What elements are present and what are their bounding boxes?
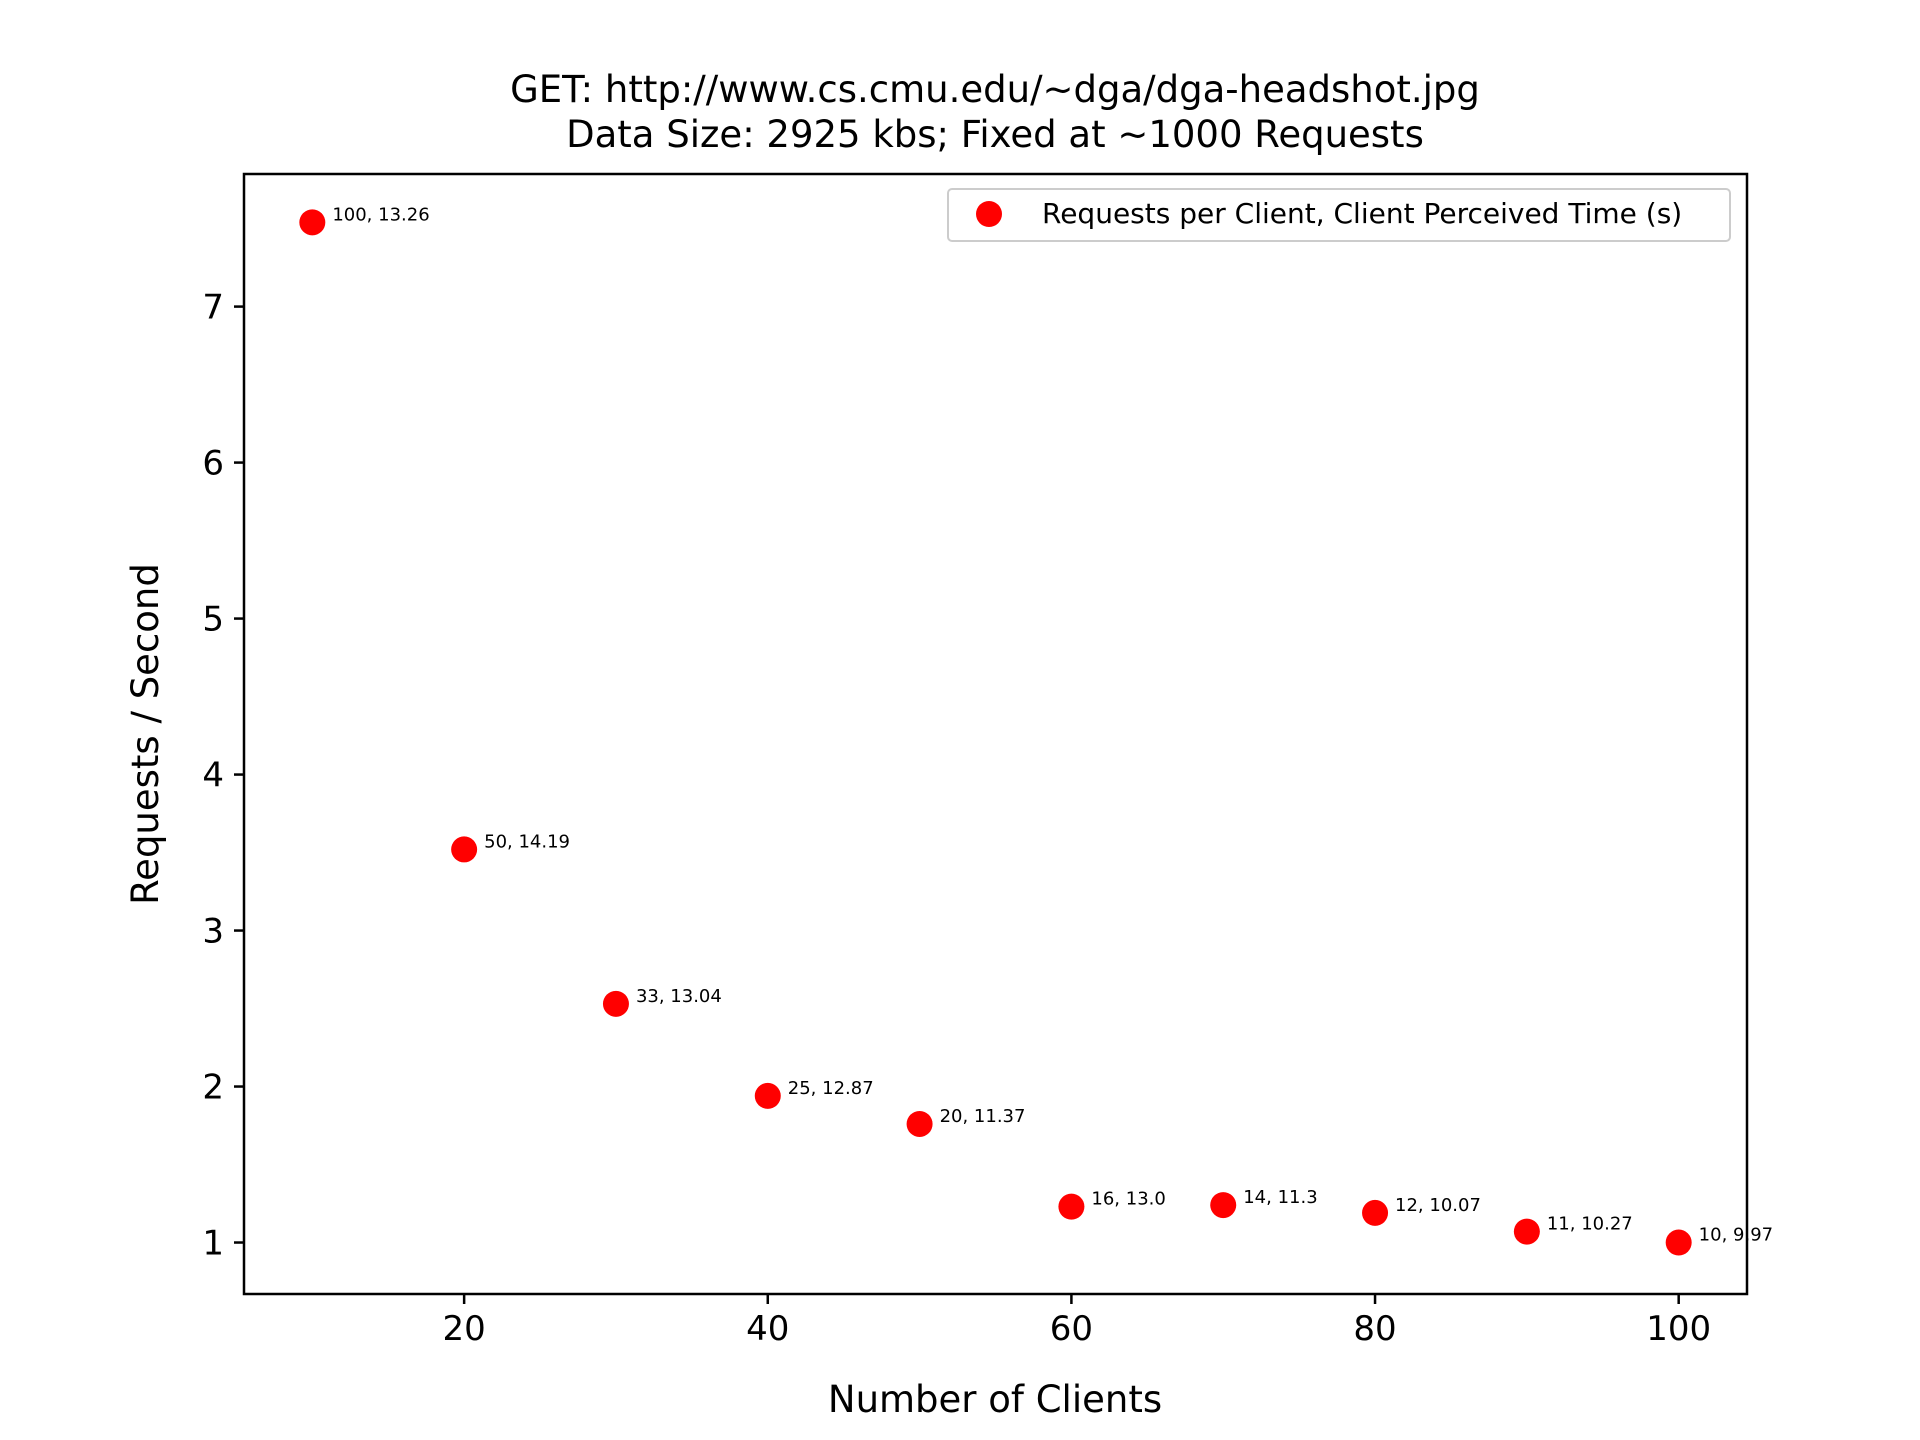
y-axis: 1 2 3 4 5 6 7 xyxy=(202,288,244,1264)
y-tick-label: 7 xyxy=(202,288,224,328)
y-tick-label: 3 xyxy=(202,912,224,952)
x-tick-label: 40 xyxy=(746,1309,789,1349)
chart-title: GET: http://www.cs.cmu.edu/~dga/dga-head… xyxy=(510,68,1480,111)
data-point xyxy=(1665,1229,1692,1256)
data-point xyxy=(602,990,629,1017)
data-point-label: 16, 13.0 xyxy=(1091,1189,1165,1210)
x-tick-label: 20 xyxy=(443,1309,486,1349)
x-tick-label: 60 xyxy=(1050,1309,1093,1349)
y-axis-label: Requests / Second xyxy=(124,563,167,905)
data-point-label: 20, 11.37 xyxy=(940,1106,1026,1127)
legend-marker xyxy=(976,201,1002,227)
x-axis-label: Number of Clients xyxy=(828,1378,1162,1421)
data-point xyxy=(906,1110,933,1137)
y-tick-label: 5 xyxy=(202,600,224,640)
data-point xyxy=(451,836,478,863)
legend-box xyxy=(947,188,1731,242)
y-tick-label: 4 xyxy=(202,756,224,796)
data-point xyxy=(1513,1218,1540,1245)
data-point-label: 33, 13.04 xyxy=(636,986,722,1007)
x-tick-label: 80 xyxy=(1353,1309,1396,1349)
data-point xyxy=(299,209,326,236)
data-point xyxy=(1210,1192,1237,1219)
chart-subtitle: Data Size: 2925 kbs; Fixed at ~1000 Requ… xyxy=(566,113,1424,156)
x-tick-label: 100 xyxy=(1646,1309,1711,1349)
data-point-label: 50, 14.19 xyxy=(484,831,570,852)
data-point xyxy=(754,1082,781,1109)
legend-entry: Requests per Client, Client Perceived Ti… xyxy=(1042,197,1682,230)
y-tick-label: 2 xyxy=(202,1068,224,1108)
data-point xyxy=(1058,1193,1085,1220)
data-point-label: 10, 9.97 xyxy=(1699,1225,1773,1246)
data-point-label: 25, 12.87 xyxy=(788,1078,874,1099)
data-point xyxy=(1362,1199,1389,1226)
data-point-label: 12, 10.07 xyxy=(1395,1195,1481,1216)
data-point-label: 100, 13.26 xyxy=(332,204,429,225)
data-point-label: 14, 11.3 xyxy=(1243,1187,1317,1208)
x-axis: 20 40 60 80 100 xyxy=(443,1294,1711,1349)
y-tick-label: 6 xyxy=(202,444,224,484)
legend: Requests per Client, Client Perceived Ti… xyxy=(947,188,1731,242)
data-point-label: 11, 10.27 xyxy=(1547,1214,1633,1235)
plot-area xyxy=(242,172,1749,1296)
data-series: 100, 13.26 50, 14.19 33, 13.04 25, 12.87 20,… xyxy=(299,204,1773,1256)
y-tick-label: 1 xyxy=(202,1224,224,1264)
